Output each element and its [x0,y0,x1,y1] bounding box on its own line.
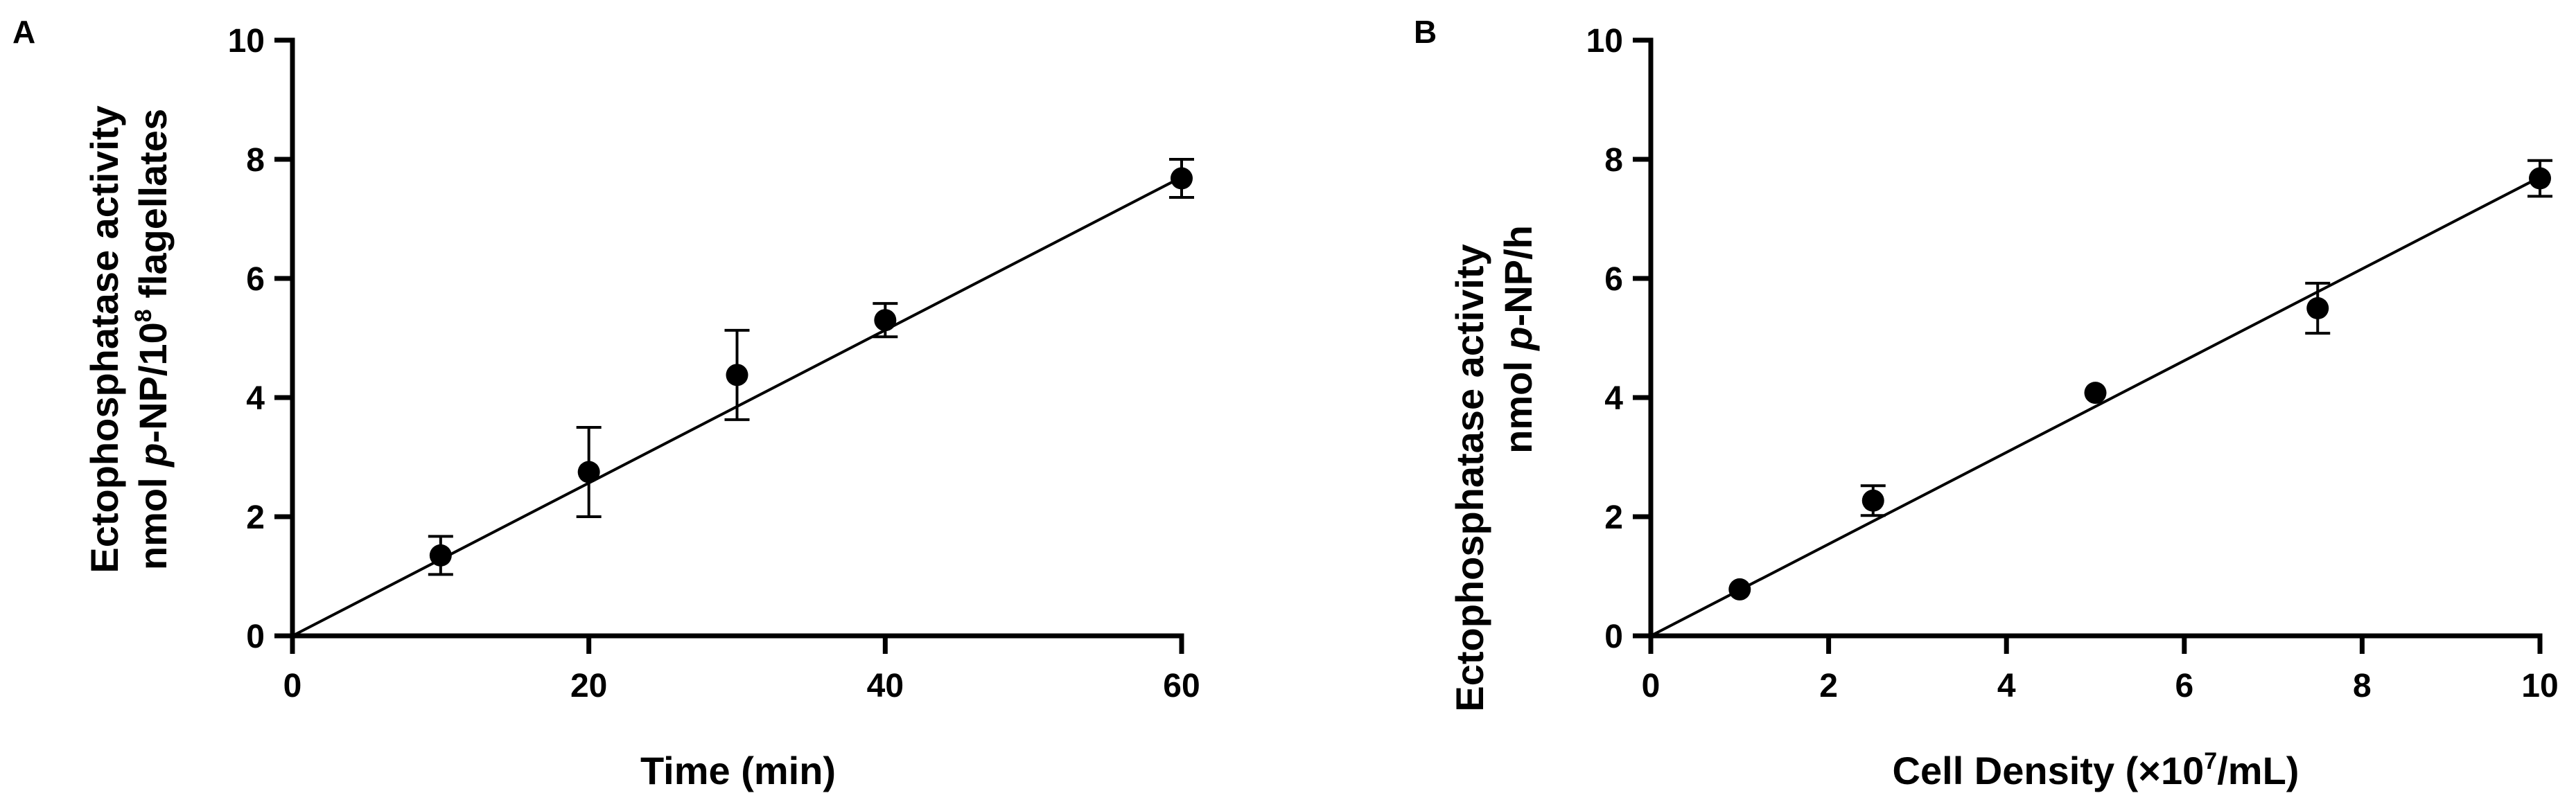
panel-a-xlabel: Time (min) [640,749,836,792]
panel-b-ytick-label: 8 [1604,142,1623,179]
panel-a-data-point [429,544,452,567]
panel-a-letter: A [12,14,35,50]
panel-a-data-point [874,309,897,332]
panel-b-data-point [2306,297,2329,319]
panel-b-data-point [2529,167,2551,190]
panel-b-ytick-label: 4 [1604,380,1623,417]
panel-a-ytick-label: 6 [246,261,265,298]
panel-a-data-point [726,364,748,386]
panel-a-plot: 0 2 4 6 8 10 0 20 40 60 [228,23,1200,704]
panel-b-ylabel-line1: Ectophosphatase activity [1448,244,1491,711]
panel-b-ytick-label: 10 [1586,23,1623,60]
panel-a-ytick-label: 0 [246,619,265,655]
panel-a-ytick-label: 8 [246,142,265,179]
panel-b-plot: 0 2 4 6 8 10 0 2 4 6 8 10 [1586,23,2559,704]
panel-b-xtick-label: 6 [2175,668,2193,704]
panel-b-ytick-label: 0 [1604,619,1623,655]
panel-b-ytick-label: 2 [1604,499,1623,536]
panel-b-xlabel: Cell Density (×107/mL) [1893,748,2299,792]
panel-b-ylabel: Ectophosphatase activity nmol p-NP/h [1448,225,1540,712]
panel-a-ytick-label: 10 [228,23,265,60]
panel-a-ylabel-line2: nmol p-NP/108 flagellates [130,109,175,570]
panel-a-ylabel: Ectophosphatase activity nmol p-NP/108 f… [82,105,175,573]
panel-b-fit-line [1650,176,2541,637]
panel-b-data-point [2084,382,2107,404]
panel-b-data-point [1861,489,1884,512]
panel-a-xtick-label: 20 [570,668,607,704]
panel-a-xtick-label: 40 [867,668,904,704]
panel-b-data-point [1728,578,1751,601]
panel-a-ytick-label: 4 [246,380,265,417]
panel-b-letter: B [1414,14,1437,50]
panel-a: A Ectophosphatase activity nmol p-NP/108… [12,14,1200,792]
panel-a-data-point [1171,167,1193,190]
panel-b-ylabel-line2: nmol p-NP/h [1496,225,1540,454]
panel-b-xtick-label: 4 [1997,668,2016,704]
panel-a-ylabel-line1: Ectophosphatase activity [82,105,126,573]
panel-a-data-point [577,461,600,483]
panel-b: B Ectophosphatase activity nmol p-NP/h C… [1414,14,2559,792]
panel-b-xtick-label: 2 [1819,668,1838,704]
panel-b-ytick-label: 6 [1604,261,1623,298]
panel-a-xtick-label: 60 [1163,668,1200,704]
panel-a-xtick-label: 0 [283,668,302,704]
panel-b-xtick-label: 8 [2353,668,2372,704]
panel-b-xtick-label: 10 [2521,668,2558,704]
panel-a-ytick-label: 2 [246,499,265,536]
panel-b-xtick-label: 0 [1642,668,1661,704]
